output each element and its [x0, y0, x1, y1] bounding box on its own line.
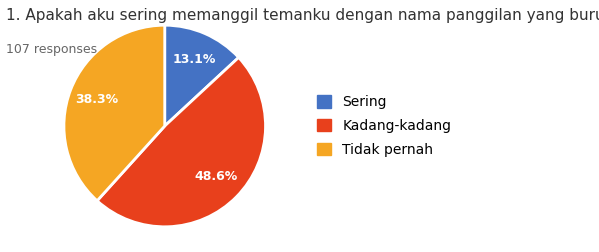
- Text: 107 responses: 107 responses: [6, 43, 97, 56]
- Legend: Sering, Kadang-kadang, Tidak pernah: Sering, Kadang-kadang, Tidak pernah: [310, 88, 458, 164]
- Wedge shape: [97, 57, 265, 227]
- Text: 38.3%: 38.3%: [75, 93, 119, 106]
- Text: 13.1%: 13.1%: [172, 53, 216, 66]
- Text: 48.6%: 48.6%: [195, 171, 238, 183]
- Text: 1. Apakah aku sering memanggil temanku dengan nama panggilan yang buruk?: 1. Apakah aku sering memanggil temanku d…: [6, 8, 599, 23]
- Wedge shape: [64, 25, 165, 201]
- Wedge shape: [165, 25, 238, 126]
